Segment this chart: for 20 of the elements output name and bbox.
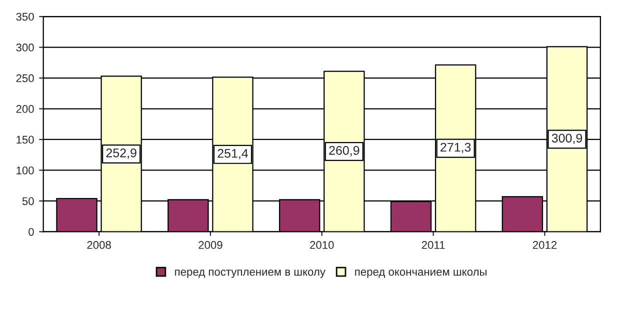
- x-tick-label: 2011: [422, 241, 445, 249]
- y-tick-label: 250: [16, 74, 34, 82]
- y-tick-label: 300: [16, 44, 34, 52]
- y-tick-label: 200: [16, 105, 34, 113]
- data-label: 260,9: [329, 146, 360, 156]
- y-tick-label: 100: [16, 166, 34, 174]
- data-label: 251,4: [218, 148, 248, 160]
- data-label: 252,9: [106, 148, 136, 159]
- x-tick-label: 2012: [532, 241, 557, 249]
- y-tick-label: 150: [16, 136, 34, 144]
- x-tick-label: 2010: [310, 241, 334, 249]
- y-tick-label: 0: [28, 228, 34, 236]
- y-tick-label: 350: [16, 12, 34, 21]
- x-tick-label: 2008: [87, 241, 111, 249]
- y-tick-label: 50: [22, 197, 34, 206]
- legend-label: перед поступлением в школу: [175, 270, 326, 278]
- legend-label: перед окончанием школы: [355, 270, 486, 278]
- data-label: 300,9: [552, 134, 582, 144]
- x-tick-label: 2009: [198, 241, 222, 249]
- data-label: 271,3: [440, 142, 471, 154]
